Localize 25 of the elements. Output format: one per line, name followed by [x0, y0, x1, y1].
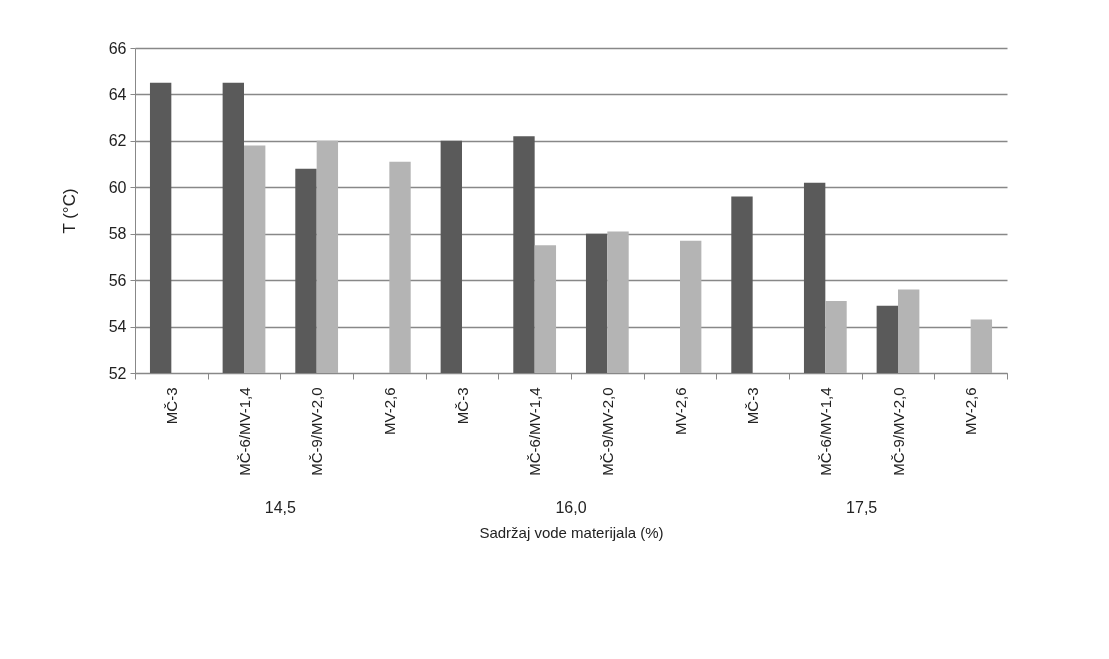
- y-axis-title: T (°C): [59, 188, 79, 234]
- text: 14,5: [264, 499, 297, 516]
- x-tick-label: MČ-6/MV-1,4: [235, 387, 253, 476]
- x-tick-label: MČ-6/MV-1,4: [816, 387, 834, 476]
- x-tick-label: MČ-6/MV-1,4: [526, 387, 544, 476]
- x-tick-label: MV-2,6: [380, 387, 398, 436]
- x-tick-label: MČ-9/MV-2,0: [308, 387, 326, 476]
- x-axis-title: Sadržaj vode materijala (%): [479, 523, 664, 541]
- x-tick-label: MČ-3: [162, 387, 180, 425]
- x-tick-label: MČ-9/MV-2,0: [598, 387, 616, 476]
- x-tick-label: MV-2,6: [671, 387, 689, 436]
- x-tick-label: MČ-3: [453, 387, 471, 425]
- y-tick-label: 58: [108, 225, 127, 243]
- y-tick-label: 60: [108, 178, 127, 196]
- x-tick-label: MČ-9/MV-2,0: [889, 387, 907, 476]
- x-tick-label: MČ-3: [744, 387, 762, 425]
- y-tick-label: 54: [108, 318, 127, 336]
- y-tick-label: 62: [108, 132, 127, 150]
- text: 16,0: [555, 499, 587, 516]
- y-tick-label: 52: [108, 364, 127, 382]
- text: 17,5: [846, 499, 878, 516]
- x-tick-label: MV-2,6: [962, 387, 980, 436]
- y-tick-label: 66: [108, 39, 127, 57]
- y-tick-label: 56: [108, 271, 127, 289]
- y-tick-label: 64: [108, 85, 127, 103]
